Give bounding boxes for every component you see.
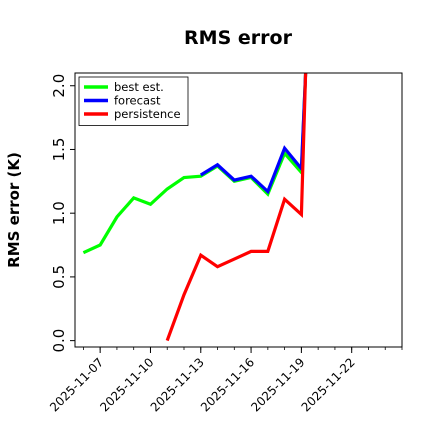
plot-area: 0.00.51.01.52.02025-11-072025-11-102025-… [47, 72, 403, 414]
legend-entry: forecast [114, 94, 161, 108]
series-line-persistence [165, 73, 308, 342]
y-tick-label: 0.0 [50, 329, 68, 353]
y-tick-label: 1.5 [50, 138, 68, 162]
chart-title: RMS error [184, 27, 293, 49]
legend-entry: persistence [114, 107, 181, 121]
y-tick-label: 1.0 [50, 201, 68, 225]
x-tick-label: 2025-11-22 [299, 355, 358, 414]
y-tick-label: 0.5 [50, 265, 68, 289]
y-tick-label: 2.0 [50, 74, 68, 98]
y-axis-label: RMS error (K) [5, 152, 23, 268]
plot-frame [74, 72, 403, 348]
legend-entry: best est. [114, 80, 164, 94]
series-line-forecast [199, 73, 308, 195]
